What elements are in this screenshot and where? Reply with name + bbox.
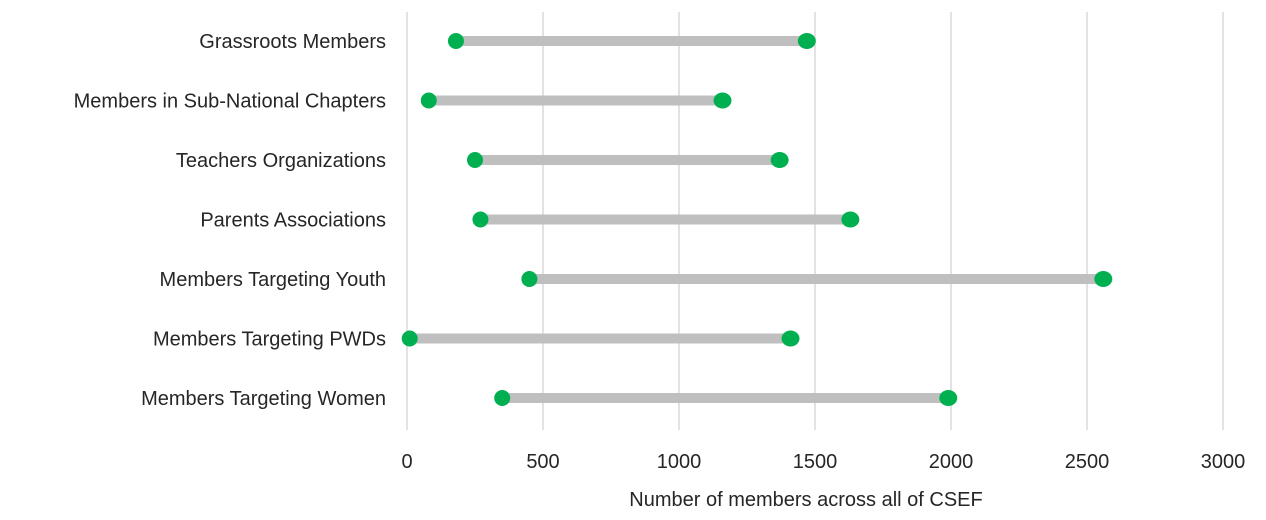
low-marker [494, 390, 511, 406]
low-marker [447, 33, 464, 49]
x-tick-label: 1000 [657, 451, 702, 473]
high-marker [1094, 271, 1113, 287]
category-labels: Grassroots Members Members in Sub-Nationa… [74, 31, 386, 410]
high-marker [939, 390, 958, 406]
low-marker [401, 330, 418, 347]
range-lines [409, 36, 1104, 403]
high-marker [781, 330, 800, 347]
high-marker [797, 33, 816, 49]
high-marker [713, 92, 732, 109]
high-marker [841, 211, 860, 228]
x-tick-label: 2000 [929, 451, 974, 473]
category-label: Parents Associations [200, 210, 386, 232]
category-label: Members Targeting Youth [160, 269, 386, 291]
low-marker [420, 92, 437, 109]
low-marker [521, 271, 538, 287]
x-tick-label: 0 [401, 451, 412, 473]
low-marker [472, 211, 489, 228]
category-label: Members in Sub-National Chapters [74, 91, 386, 113]
category-label: Members Targeting PWDs [153, 329, 386, 351]
x-tick-label: 3000 [1201, 451, 1246, 473]
category-label: Grassroots Members [199, 31, 386, 53]
low-marker [467, 152, 483, 168]
x-tick-label: 500 [526, 451, 559, 473]
markers [401, 33, 1113, 406]
x-tick-labels: 0 500 1000 1500 2000 2500 3000 [401, 451, 1245, 473]
x-tick-label: 2500 [1065, 451, 1110, 473]
high-marker [770, 152, 789, 168]
x-axis-title: Number of members across all of CSEF [629, 489, 982, 511]
category-label: Teachers Organizations [176, 150, 386, 172]
x-tick-label: 1500 [793, 451, 838, 473]
category-label: Members Targeting Women [141, 388, 386, 410]
